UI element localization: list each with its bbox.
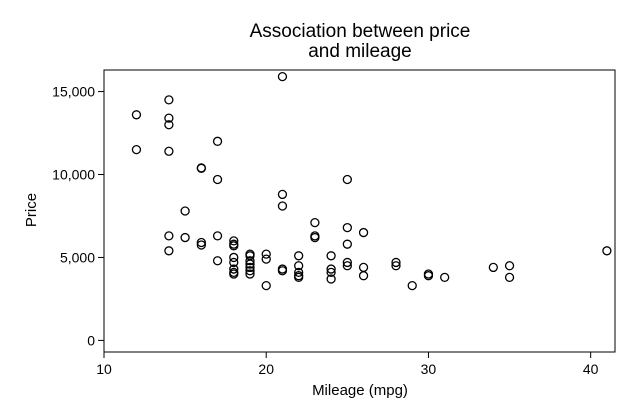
data-point: [326, 274, 336, 284]
data-point: [164, 246, 174, 256]
data-point: [391, 261, 401, 271]
y-axis-label: Price: [23, 193, 40, 227]
data-point: [212, 256, 223, 266]
data-point: [229, 264, 239, 274]
data-point: [212, 231, 223, 241]
data-point: [423, 271, 434, 281]
data-point: [212, 174, 223, 185]
x-axis: 10 20 30 40: [96, 352, 599, 377]
data-point: [326, 251, 336, 261]
data-point: [180, 232, 190, 243]
data-point: [261, 280, 271, 291]
data-point: [277, 71, 288, 82]
data-point: [342, 174, 352, 185]
data-point: [440, 272, 450, 283]
data-point: [164, 113, 174, 123]
data-point: [212, 136, 223, 146]
data-point: [245, 266, 255, 276]
data-point: [164, 120, 174, 130]
data-point: [229, 257, 239, 268]
data-point: [245, 262, 255, 273]
data-point: [196, 163, 206, 174]
plot-region: [103, 69, 616, 353]
data-point: [180, 206, 190, 216]
data-points: [131, 71, 612, 291]
data-point: [602, 246, 612, 256]
y-axis: 0 5,000 10,000 15,000: [52, 84, 104, 348]
data-point: [310, 217, 320, 228]
data-point: [164, 146, 174, 156]
data-point: [131, 110, 142, 120]
data-point: [326, 267, 336, 278]
data-point: [391, 257, 401, 268]
data-point: [261, 254, 271, 264]
data-point: [310, 232, 320, 243]
chart-title-line-2: and mileage: [308, 41, 412, 62]
data-point: [196, 240, 206, 250]
data-point: [294, 261, 304, 271]
data-point: [358, 271, 369, 281]
x-tick-label: 20: [258, 361, 274, 377]
data-point: [229, 269, 239, 279]
data-point: [131, 144, 142, 155]
data-point: [294, 267, 304, 278]
data-point: [326, 264, 336, 274]
data-point: [277, 189, 288, 200]
data-point: [261, 249, 271, 259]
data-point: [358, 227, 369, 238]
data-point: [342, 261, 352, 271]
data-point: [164, 95, 174, 105]
data-point: [504, 272, 515, 283]
data-point: [164, 231, 174, 241]
data-point: [342, 257, 352, 268]
data-point: [504, 261, 515, 271]
y-tick-label: 15,000: [52, 84, 95, 100]
data-point: [294, 272, 304, 283]
data-point: [294, 251, 304, 261]
data-point: [342, 239, 352, 249]
data-point: [277, 201, 288, 211]
data-point: [488, 262, 498, 273]
x-axis-label: Mileage (mpg): [312, 382, 408, 399]
data-point: [245, 269, 255, 279]
y-tick-label: 0: [87, 332, 95, 348]
y-tick-label: 10,000: [52, 167, 95, 183]
x-tick-label: 40: [583, 361, 599, 377]
data-point: [229, 241, 239, 251]
data-point: [229, 252, 239, 263]
data-point: [245, 259, 255, 269]
y-tick-label: 5,000: [60, 249, 95, 265]
data-point: [342, 222, 352, 233]
x-tick-label: 30: [421, 361, 437, 377]
chart-title-line-1: Association between price: [250, 21, 471, 42]
data-point: [277, 266, 288, 276]
data-point: [407, 280, 417, 291]
data-point: [196, 237, 206, 248]
data-point: [245, 256, 255, 266]
x-tick-label: 10: [96, 361, 112, 377]
data-point: [229, 236, 239, 246]
